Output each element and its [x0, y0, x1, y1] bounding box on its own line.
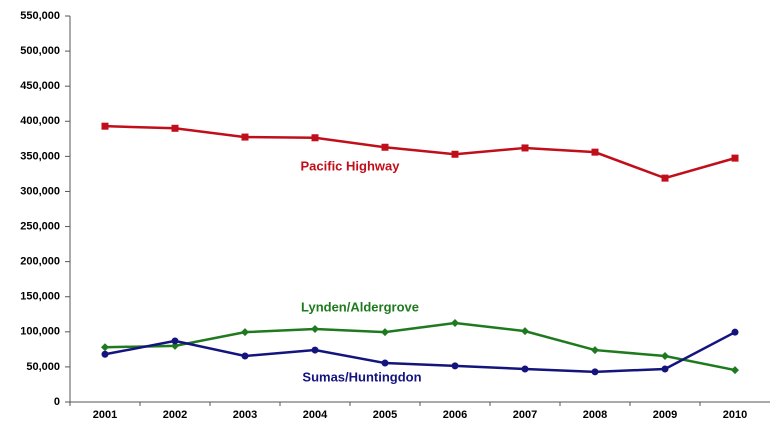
marker [591, 346, 599, 355]
marker [661, 174, 669, 182]
y-tick-label: 450,000 [20, 80, 60, 92]
series-line [104, 331, 736, 374]
y-tick-label: 350,000 [20, 150, 60, 162]
marker [521, 365, 529, 373]
series-label: Sumas/Huntingdon [302, 369, 421, 384]
marker [171, 124, 179, 132]
y-tick-label: 550,000 [20, 10, 60, 22]
marker [311, 134, 319, 142]
marker [381, 359, 389, 367]
y-tick-label: 250,000 [20, 220, 60, 232]
y-tick-label: 500,000 [20, 45, 60, 57]
marker [591, 148, 599, 156]
series-label: Lynden/Aldergrove [301, 299, 419, 314]
marker [591, 368, 599, 376]
y-tick-label: 100,000 [20, 326, 60, 338]
marker [731, 366, 739, 375]
marker [311, 346, 319, 354]
marker [241, 328, 249, 337]
y-tick-label: 200,000 [20, 256, 60, 268]
x-tick-label: 2004 [303, 409, 328, 421]
marker [311, 325, 319, 334]
y-tick-label: 400,000 [20, 115, 60, 127]
marker [451, 362, 459, 370]
x-tick-label: 2009 [653, 409, 677, 421]
marker [101, 350, 109, 358]
x-tick-label: 2010 [723, 409, 747, 421]
y-tick-label: 150,000 [20, 291, 60, 303]
marker [451, 319, 459, 328]
series-line [104, 321, 736, 372]
x-tick-label: 2003 [233, 409, 257, 421]
marker [731, 328, 739, 336]
marker [381, 328, 389, 337]
x-tick-label: 2002 [163, 409, 187, 421]
series-label: Pacific Highway [301, 158, 401, 173]
marker [171, 341, 179, 350]
x-tick-label: 2001 [93, 409, 117, 421]
y-tick-label: 50,000 [26, 361, 60, 373]
marker [661, 365, 669, 373]
marker [451, 150, 459, 158]
marker [661, 352, 669, 361]
y-tick-label: 300,000 [20, 185, 60, 197]
marker [101, 122, 109, 130]
marker [171, 337, 179, 345]
marker [241, 133, 249, 141]
x-tick-label: 2005 [373, 409, 397, 421]
marker [381, 143, 389, 151]
x-tick-label: 2006 [443, 409, 467, 421]
marker [521, 144, 529, 152]
y-tick-label: 0 [54, 396, 60, 408]
x-tick-label: 2007 [513, 409, 537, 421]
marker [521, 327, 529, 336]
marker [101, 343, 109, 352]
series-line [104, 124, 736, 180]
marker [241, 352, 249, 360]
marker [731, 154, 739, 162]
x-tick-label: 2008 [583, 409, 607, 421]
